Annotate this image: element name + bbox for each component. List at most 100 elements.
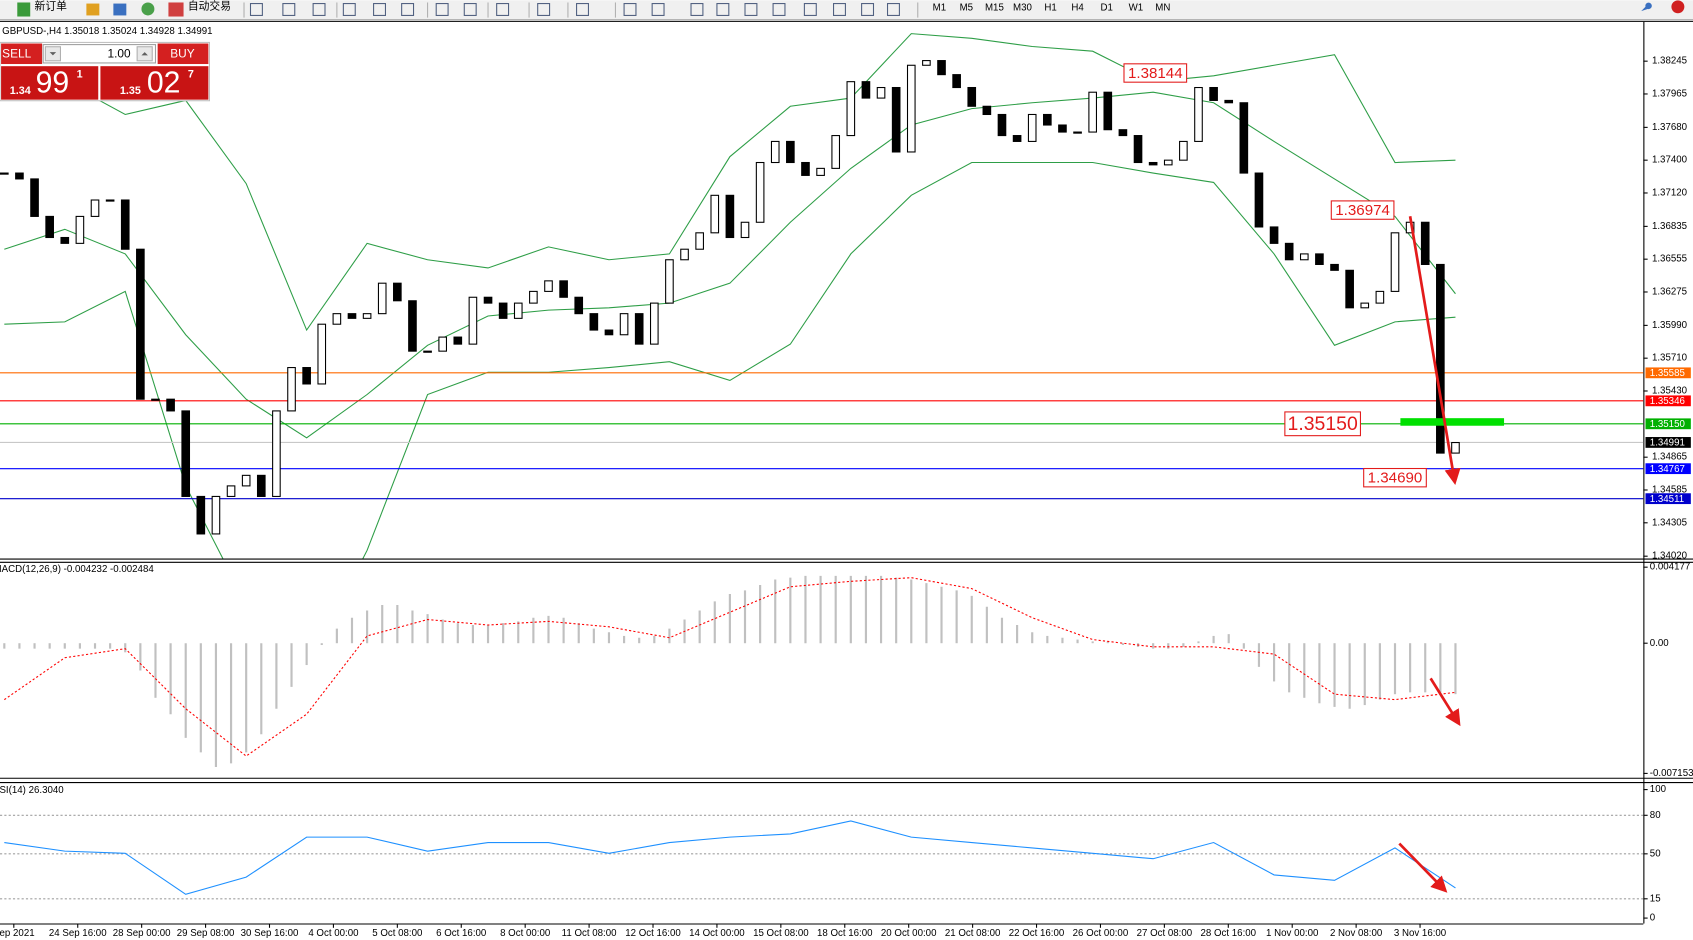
buy-price-prefix[interactable]: 1.35 [120, 85, 141, 97]
timeframe-button[interactable]: H1 [1044, 2, 1056, 13]
candle [423, 350, 432, 353]
alert-icon[interactable] [1671, 0, 1685, 14]
candle [861, 81, 871, 99]
price-level-label: 1.35150 [1650, 419, 1686, 430]
x-tick-label: 18 Oct 16:00 [817, 928, 873, 939]
toolbar-icon[interactable] [342, 3, 356, 16]
candle [801, 161, 810, 176]
new-order-button[interactable]: 新订单 [17, 0, 67, 17]
candle [1058, 124, 1067, 133]
candle [438, 336, 448, 352]
buy-button[interactable] [157, 43, 209, 65]
candle [75, 215, 85, 244]
candle [1315, 253, 1324, 265]
sell-button[interactable] [1, 43, 43, 65]
lots-value[interactable]: 1.00 [108, 46, 131, 60]
price-level-label: 1.34511 [1650, 494, 1684, 505]
axes: 1.38245 1.37965 1.37680 1.37400 1.37120 1.368… [0, 56, 1693, 939]
icon[interactable] [113, 3, 127, 16]
macd-panel [3, 575, 1457, 767]
sell-price-box[interactable] [1, 66, 99, 100]
buy-price-box[interactable] [100, 66, 209, 100]
candle [1209, 86, 1218, 101]
timeframe-button[interactable]: M1 [933, 2, 946, 13]
x-tick-label: 20 Oct 00:00 [881, 928, 937, 939]
candle [922, 60, 931, 66]
toolbar-icon[interactable] [373, 3, 386, 16]
x-tick-label: 27 Oct 08:00 [1137, 928, 1193, 939]
lots-field[interactable] [42, 44, 157, 64]
candle [90, 199, 100, 217]
autotrade-button[interactable]: 自动交易 [168, 0, 231, 17]
timeframe-button[interactable]: D1 [1101, 2, 1113, 13]
sell-price-small[interactable]: 1 [77, 69, 83, 81]
price-annotation-box [1330, 200, 1395, 220]
candle [544, 280, 553, 292]
candle [740, 221, 750, 239]
search-icon[interactable] [1641, 2, 1652, 12]
candle [710, 194, 720, 234]
toolbar-icon[interactable] [623, 3, 637, 16]
toolbar-icon[interactable] [576, 3, 589, 16]
candle [181, 410, 191, 497]
sell-price-big[interactable]: 99 [36, 67, 70, 100]
toolbar-icon[interactable] [861, 3, 875, 16]
sell-price-prefix[interactable]: 1.34 [10, 85, 31, 97]
timeframe-button[interactable]: MN [1155, 2, 1170, 13]
timeframe-button[interactable]: H4 [1071, 2, 1084, 13]
x-tick-label: 30 Sep 16:00 [241, 928, 299, 939]
y-tick-label: 1.37400 [1652, 155, 1688, 166]
timeframe-button[interactable]: M5 [960, 2, 973, 13]
toolbar-icon[interactable] [496, 3, 510, 16]
toolbar-icon[interactable] [772, 3, 786, 16]
new-order-label[interactable]: 新订单 [35, 0, 68, 13]
candle [136, 248, 145, 400]
icon[interactable] [86, 3, 100, 16]
candle [347, 313, 357, 319]
price-level-label: 1.35346 [1650, 396, 1685, 407]
candle [1436, 263, 1445, 454]
toolbar-icon[interactable] [435, 3, 449, 16]
toolbar-icon[interactable] [803, 3, 817, 16]
timeframe-button[interactable]: W1 [1129, 2, 1144, 13]
x-tick-label: Sep 2021 [0, 928, 35, 939]
buy-price-big[interactable]: 02 [147, 67, 181, 100]
toolbar-icon[interactable] [249, 3, 263, 16]
toolbar-icon[interactable] [401, 3, 415, 16]
timeframe-button[interactable]: M30 [1013, 2, 1032, 13]
chart-title: GBPUSD-,H4 1.35018 1.35024 1.34928 1.349… [2, 26, 212, 37]
x-tick-label: 15 Oct 08:00 [753, 928, 809, 939]
buy-price-small[interactable]: 7 [188, 69, 194, 81]
candle [1345, 269, 1354, 309]
buy-label[interactable]: BUY [170, 46, 194, 60]
timeframe-button[interactable]: M15 [985, 2, 1004, 13]
toolbar-icon[interactable] [744, 3, 758, 16]
sell-label[interactable]: SELL [2, 46, 31, 60]
toolbar-icon[interactable] [833, 3, 846, 16]
x-tick-label: 26 Oct 00:00 [1073, 928, 1129, 939]
toolbar-icon[interactable] [312, 3, 326, 16]
toolbar-icon[interactable] [886, 3, 900, 16]
price-level-tag [1645, 367, 1691, 379]
candle [241, 474, 251, 487]
toolbar-icon[interactable] [651, 3, 665, 16]
toolbar-icon[interactable] [463, 3, 477, 16]
icon[interactable] [141, 2, 155, 16]
candle [665, 259, 674, 304]
autotrade-label[interactable]: 自动交易 [188, 0, 231, 13]
toolbar-icon[interactable] [282, 3, 296, 16]
x-tick-label: 1 Nov 00:00 [1266, 928, 1319, 939]
rsi-title: RSI(14) 26.3040 [0, 785, 64, 796]
y-tick-label: 1.37680 [1652, 122, 1688, 133]
toolbar-icon[interactable] [716, 3, 730, 16]
candle [529, 290, 538, 304]
toolbar-icons [243, 2, 919, 18]
price-level-tag [1645, 437, 1691, 448]
y-tick-label: 1.35990 [1652, 320, 1688, 331]
x-tick-label: 8 Oct 00:00 [500, 928, 551, 939]
toolbar-icon[interactable] [537, 3, 551, 16]
toolbar-icon[interactable] [690, 3, 704, 16]
candle [1360, 302, 1370, 309]
candle [1420, 221, 1430, 265]
